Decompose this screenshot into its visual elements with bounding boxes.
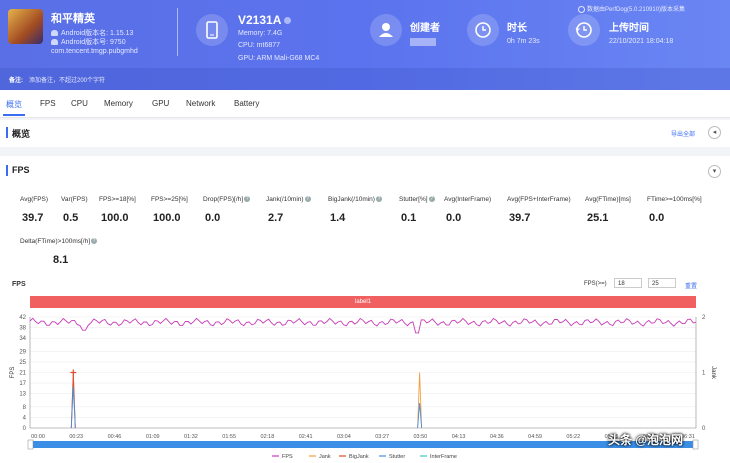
tab-cpu[interactable]: CPU: [71, 99, 88, 108]
metric-label: Avg(InterFrame): [444, 196, 492, 203]
help-icon[interactable]: ?: [428, 196, 435, 203]
metric-value: 39.7: [22, 212, 44, 224]
metric-label: FTime>=100ms[%]: [647, 196, 702, 203]
metric-label: Jank(/10min)?: [266, 196, 311, 203]
report-header: 和平精英 Android版本名: 1.15.13 Android版本号: 975…: [0, 0, 730, 90]
help-icon[interactable]: ?: [375, 196, 382, 203]
note[interactable]: 备注: 添加备注，不超过200个字符: [9, 78, 106, 84]
app-icon: [8, 9, 43, 44]
metric-label: FPS>=25[%]: [151, 196, 188, 203]
android-version-name: Android版本名: 1.15.13: [51, 28, 133, 38]
android-icon: [51, 39, 58, 46]
help-icon[interactable]: ?: [244, 196, 251, 203]
android-version-code: Android版本号: 9750: [51, 37, 126, 47]
metric-value: 39.7: [509, 212, 531, 224]
export-all-link[interactable]: 导出全部: [671, 132, 696, 138]
metric-value: 0.0: [446, 212, 462, 224]
package-name: com.tencent.tmgp.pubgmhd: [51, 48, 138, 55]
label-bar[interactable]: label1: [30, 296, 696, 308]
clock-icon: [467, 14, 499, 46]
watermark: 头条 @泡泡网: [608, 433, 684, 447]
android-icon: [51, 30, 58, 37]
active-tab-underline: [3, 114, 25, 116]
tab-network[interactable]: Network: [186, 99, 216, 108]
device-help-icon[interactable]: [284, 17, 292, 25]
tab-overview[interactable]: 概览: [6, 100, 22, 109]
metric-label: Avg(FPS): [20, 196, 49, 203]
metric-value: 25.1: [587, 212, 609, 224]
upload-time-label: 上传时间: [609, 23, 649, 34]
metric-label: BigJank(/10min)?: [328, 196, 382, 203]
chart-title: FPS: [12, 281, 26, 288]
metric-value: 100.0: [101, 212, 129, 224]
tab-fps[interactable]: FPS: [40, 99, 56, 108]
header-divider: [177, 8, 178, 56]
reset-button[interactable]: 重置: [685, 284, 698, 290]
overview-title: 概览: [12, 129, 31, 139]
metric-value: 2.7: [268, 212, 284, 224]
metric-value: 8.1: [53, 254, 69, 266]
device-cpu: CPU: mt6877: [238, 42, 281, 49]
note-placeholder[interactable]: 添加备注，不超过200个字符: [29, 78, 106, 84]
user-icon: [370, 14, 402, 46]
collapse-down-icon[interactable]: ▾: [708, 165, 721, 178]
help-icon[interactable]: ?: [304, 196, 311, 203]
device-memory: Memory: 7.4G: [238, 30, 283, 37]
section-marker: [6, 165, 8, 176]
upload-time-value: 22/10/2021 18:04:18: [609, 38, 674, 45]
metric-label: Delta(FTime)>100ms[/h]?: [20, 238, 98, 245]
fps-threshold-label: FPS(>=): [584, 281, 607, 287]
metric-value: 0.0: [205, 212, 221, 224]
metric-value: 100.0: [153, 212, 181, 224]
fps-threshold-input-1[interactable]: 18: [614, 278, 642, 288]
fps-threshold-input-2[interactable]: 25: [648, 278, 676, 288]
app-name: 和平精英: [51, 13, 95, 25]
device-name: V2131A: [238, 13, 292, 27]
tab-battery[interactable]: Battery: [234, 99, 260, 108]
tab-memory[interactable]: Memory: [104, 99, 133, 108]
metric-label: Var(FPS): [61, 196, 88, 203]
note-bar: [0, 68, 730, 90]
metric-label: Avg(FPS+InterFrame): [507, 196, 571, 203]
fps-section-title: FPS: [12, 165, 30, 175]
phone-icon: [196, 14, 228, 46]
history-icon: [568, 14, 600, 46]
metric-label: FPS>=18[%]: [99, 196, 136, 203]
creator-label: 创建者: [410, 23, 440, 34]
info-icon: [578, 5, 585, 13]
creator-value: [410, 38, 436, 46]
section-marker: [6, 127, 8, 138]
perfdog-version: 数据由PerfDog(5.0.210910)版本采集: [578, 4, 685, 13]
collapse-left-icon[interactable]: ◂: [708, 126, 721, 139]
metric-label: Drop(FPS)[/h]?: [203, 196, 251, 203]
tab-gpu[interactable]: GPU: [152, 99, 170, 108]
metric-value: 0.0: [649, 212, 665, 224]
metric-value: 0.5: [63, 212, 79, 224]
tab-bar: 概览 FPS CPU Memory GPU Network Battery: [0, 90, 730, 118]
help-icon[interactable]: ?: [91, 238, 98, 245]
metric-value: 1.4: [330, 212, 346, 224]
metric-label: Avg(FTime)[ms]: [585, 196, 631, 203]
device-gpu: GPU: ARM Mali-G68 MC4: [238, 55, 320, 62]
duration-label: 时长: [507, 23, 527, 34]
metric-label: Stutter[%]?: [399, 196, 435, 203]
duration-value: 0h 7m 23s: [507, 38, 540, 45]
overview-section: 概览: [0, 120, 730, 147]
metric-value: 0.1: [401, 212, 417, 224]
